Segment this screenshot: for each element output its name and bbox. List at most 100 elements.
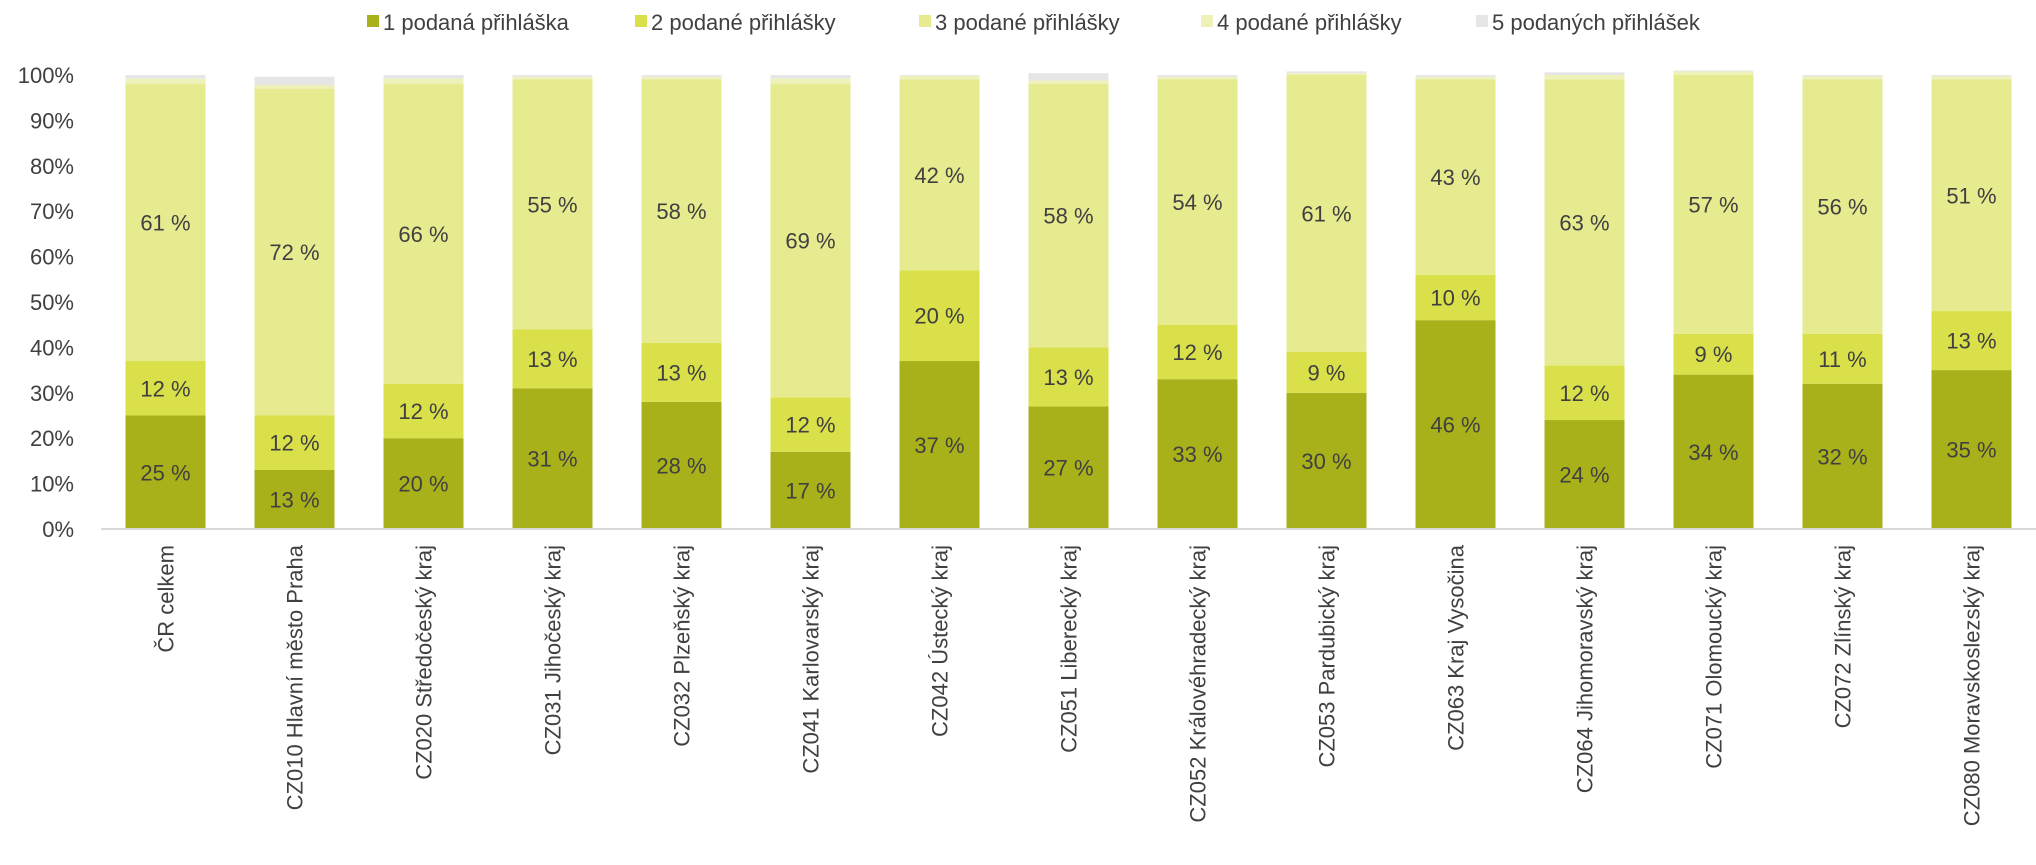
bar-stack: 13 % 12 % 72 % [254,76,335,529]
bar-stack: 20 % 12 % 66 % [383,75,464,529]
x-category-label: CZ080 Moravskoslezský kraj [1960,545,1985,826]
data-label: 28 % [656,453,706,478]
bar-segment [899,79,980,271]
data-label: 31 % [527,447,577,472]
bar-segment [1931,370,2012,529]
bar-stack: 30 % 9 % 61 % [1286,71,1367,529]
data-label: 30 % [1301,449,1351,474]
bar-segment [1286,71,1367,74]
data-label: 20 % [914,304,964,329]
legend-swatch [919,15,931,27]
bar-segment [125,78,206,85]
x-category-label: CZ052 Královéhradecký kraj [1186,545,1211,823]
bar-segment [1544,72,1625,75]
legend-label: 4 podané přihlášky [1217,10,1402,35]
legend-label: 3 podané přihlášky [935,10,1120,35]
data-label: 27 % [1043,456,1093,481]
bar-segment [1028,84,1109,348]
bar-stack: 35 % 13 % 51 % [1931,75,2012,529]
data-label: 12 % [1172,340,1222,365]
bar-segment [254,469,335,529]
bar-segment [383,438,464,529]
data-label: 57 % [1688,192,1738,217]
legend-swatch [1476,15,1488,27]
legend-swatch [635,15,647,27]
bar-segment [125,361,206,416]
data-label: 55 % [527,192,577,217]
bar-stack: 31 % 13 % 55 % [512,75,593,529]
data-label: 54 % [1172,190,1222,215]
y-tick-label: 20% [30,426,74,451]
y-tick-label: 0% [42,517,74,542]
data-label: 9 % [1695,342,1733,367]
bar-segment [1028,406,1109,529]
bar-segment [899,75,980,80]
legend: 1 podaná přihláška 2 podané přihlášky 3 po… [367,10,1701,35]
data-label: 61 % [140,211,190,236]
bars: 25 % 12 % 61 % 13 % 12 % 72 % 20 % 12 % 66 % 31 %… [125,70,2012,529]
data-label: 58 % [1043,204,1093,229]
x-category-label: CZ064 Jihomoravský kraj [1573,545,1598,793]
data-label: 58 % [656,199,706,224]
x-category-label: CZ020 Středočeský kraj [412,545,437,780]
data-label: 51 % [1946,183,1996,208]
legend-label: 2 podané přihlášky [651,10,836,35]
bar-segment [1673,71,1754,75]
bar-segment [1157,76,1238,80]
data-label: 12 % [1559,381,1609,406]
bar-segment [1028,73,1109,81]
bar-segment [1544,365,1625,421]
bar-segment [770,78,851,85]
bar-segment [1802,79,1883,334]
data-label: 13 % [1043,365,1093,390]
data-label: 11 % [1818,347,1867,372]
data-label: 61 % [1301,201,1351,226]
bar-segment [125,75,206,79]
x-category-label: CZ072 Zlínský kraj [1831,545,1856,728]
bar-segment [1028,80,1109,85]
bar-segment [1544,75,1625,80]
bar-segment [770,84,851,398]
bar-segment [383,84,464,384]
bar-segment [1286,75,1367,352]
bar-segment [1931,75,2012,77]
data-label: 42 % [914,163,964,188]
x-category-label: CZ041 Karlovarský kraj [799,545,824,774]
x-category-label: CZ010 Hlavní město Praha [283,544,308,810]
bar-stack: 17 % 12 % 69 % [770,75,851,529]
y-tick-label: 10% [30,472,74,497]
data-label: 17 % [785,478,835,503]
bar-segment [1802,383,1883,529]
bar-stack: 24 % 12 % 63 % [1544,72,1625,529]
bar-segment [125,84,206,362]
bar-segment [254,76,335,85]
bar-segment [1157,379,1238,529]
bar-segment [641,75,722,77]
data-label: 72 % [269,240,319,265]
bar-segment [1802,76,1883,80]
data-label: 13 % [269,487,319,512]
data-label: 32 % [1817,444,1867,469]
bar-segment [512,329,593,389]
data-label: 24 % [1559,463,1609,488]
bar-stack: 32 % 11 % 56 % [1802,75,1883,529]
bar-segment [641,401,722,529]
bar-segment [512,75,593,77]
data-label: 12 % [140,376,190,401]
bar-segment [770,75,851,79]
bar-segment [1157,324,1238,380]
bar-segment [1415,75,1496,77]
y-tick-label: 80% [30,154,74,179]
x-category-label: CZ032 Plzeňský kraj [670,545,695,747]
data-label: 34 % [1688,440,1738,465]
x-category-label: CZ071 Olomoucký kraj [1702,545,1727,769]
bar-segment [512,79,593,330]
data-label: 13 % [656,360,706,385]
bar-stack: 27 % 13 % 58 % [1028,73,1109,529]
bar-segment [1673,75,1754,334]
bar-segment [1673,70,1754,72]
y-tick-label: 60% [30,245,74,270]
bar-segment [899,75,980,76]
data-label: 9 % [1308,360,1346,385]
